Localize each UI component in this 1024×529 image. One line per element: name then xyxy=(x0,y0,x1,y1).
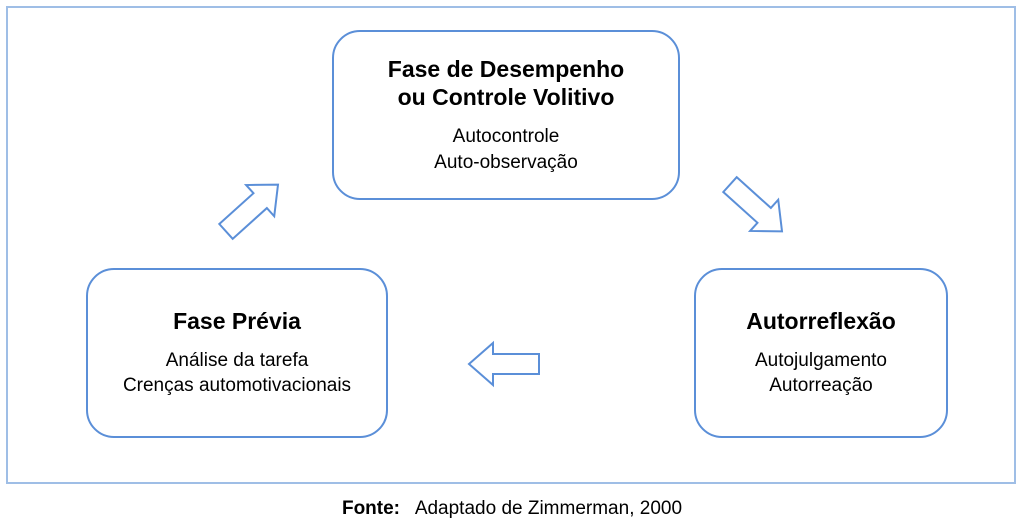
figure-caption: Fonte: Adaptado de Zimmerman, 2000 xyxy=(0,498,1024,520)
node-title: Autorreflexão xyxy=(746,307,896,336)
arrow-right-to-left xyxy=(465,325,543,403)
node-desc: AutocontroleAuto-observação xyxy=(434,124,578,175)
node-desc: AutojulgamentoAutorreação xyxy=(755,348,887,399)
arrow-left-to-top xyxy=(213,169,291,247)
node-performance-phase: Fase de Desempenhoou Controle Volitivo A… xyxy=(332,30,680,200)
node-previous-phase: Fase Prévia Análise da tarefaCrenças aut… xyxy=(86,268,388,438)
node-title: Fase de Desempenhoou Controle Volitivo xyxy=(388,55,624,113)
caption-text: Adaptado de Zimmerman, 2000 xyxy=(415,498,682,519)
caption-label: Fonte: xyxy=(342,498,400,519)
arrow-top-to-right xyxy=(717,169,795,247)
node-title: Fase Prévia xyxy=(173,307,301,336)
node-self-reflection: Autorreflexão AutojulgamentoAutorreação xyxy=(694,268,948,438)
node-desc: Análise da tarefaCrenças automotivaciona… xyxy=(123,348,351,399)
